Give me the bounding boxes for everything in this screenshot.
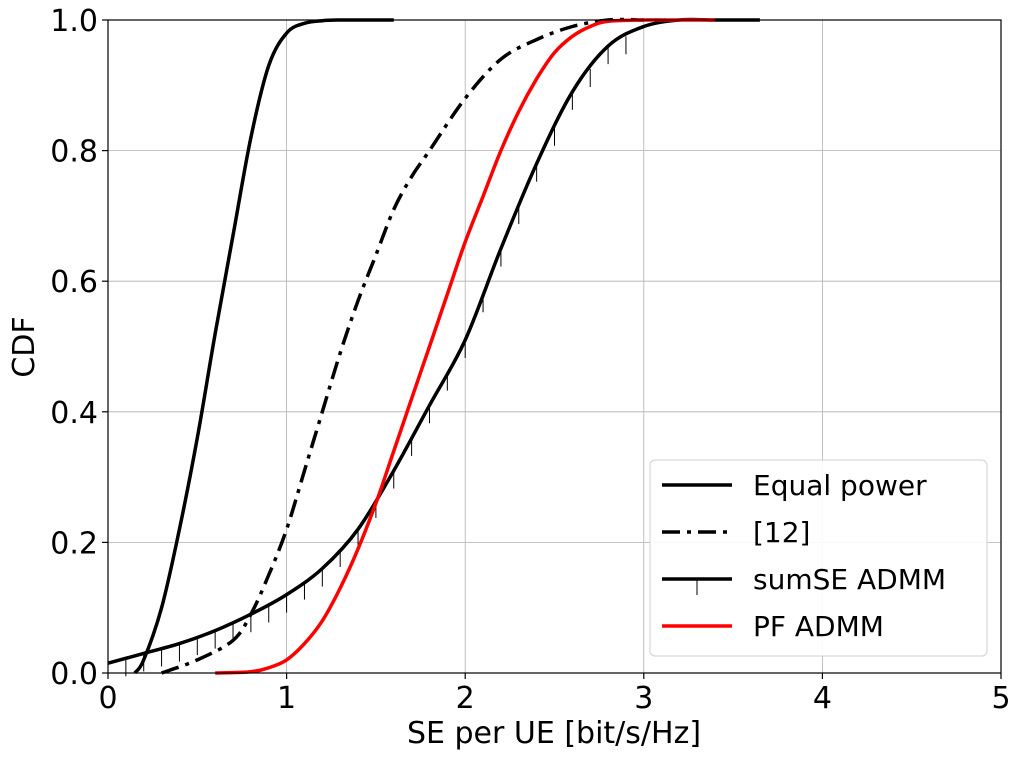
x-tick-label: 1 — [277, 681, 296, 716]
legend-label: Equal power — [753, 469, 927, 502]
x-tick-label: 4 — [813, 681, 832, 716]
series-pf-admm — [215, 18, 716, 675]
tick-layer: 0 1 2 3 4 5 0.0 0.2 0.4 0.6 0.8 1.0 — [50, 4, 1010, 716]
series-line — [133, 18, 394, 675]
x-tick-label: 5 — [991, 681, 1010, 716]
x-tick-label: 2 — [456, 681, 475, 716]
legend-label: PF ADMM — [753, 610, 884, 643]
y-tick-label: 1.0 — [50, 4, 98, 39]
legend-box — [649, 459, 988, 657]
series-sumse-admm — [107, 17, 760, 677]
y-tick-label: 0.4 — [50, 396, 98, 431]
plot-frame — [107, 19, 1002, 674]
series-line — [107, 17, 760, 665]
y-tick-label: 0.6 — [50, 265, 98, 300]
legend-label: sumSE ADMM — [753, 563, 946, 596]
y-axis-label: CDF — [7, 316, 42, 377]
y-tick-label: 0.8 — [50, 135, 98, 170]
x-tick-label: 3 — [634, 681, 653, 716]
legend-label: [12] — [753, 516, 810, 549]
x-tick-label: 0 — [98, 681, 117, 716]
y-tick-label: 0.0 — [50, 657, 98, 692]
series-12 — [160, 17, 644, 675]
x-axis-label: SE per UE [bit/s/Hz] — [407, 716, 701, 751]
series-equal-power — [133, 18, 394, 675]
grid-layer — [108, 20, 1001, 673]
legend: Equal power [12] sumSE ADMM PF ADMM — [649, 459, 988, 657]
series-line — [160, 17, 644, 675]
y-tick-label: 0.2 — [50, 526, 98, 561]
series-line — [215, 18, 716, 675]
